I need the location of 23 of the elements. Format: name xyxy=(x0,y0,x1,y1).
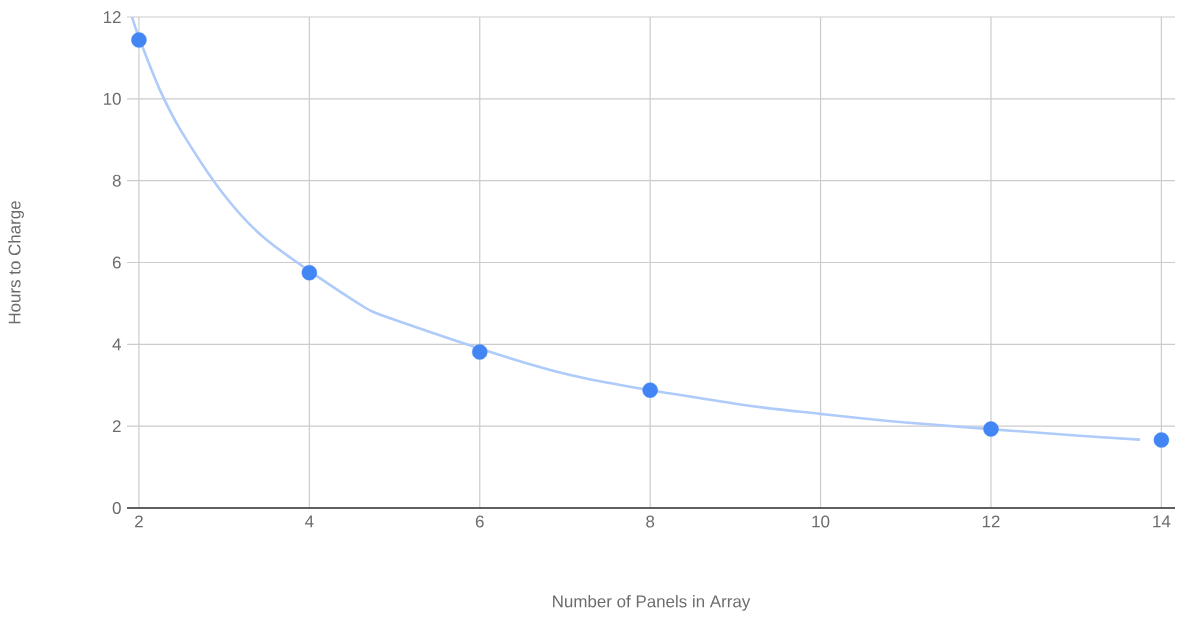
y-tick-label: 6 xyxy=(112,256,121,269)
x-tick-label: 8 xyxy=(646,515,655,528)
x-axis-title: Number of Panels in Array xyxy=(553,595,751,611)
y-tick-label: 2 xyxy=(112,420,121,433)
x-tick-label: 6 xyxy=(475,515,484,528)
x-tick-label: 10 xyxy=(812,515,830,528)
y-tick-label: 0 xyxy=(112,502,121,514)
point xyxy=(983,421,999,437)
point xyxy=(1153,432,1170,448)
x-tick-label: 12 xyxy=(982,515,1000,528)
x-tick-label: 2 xyxy=(135,515,143,528)
point xyxy=(472,344,488,360)
y-axis-title: Hours to Charge xyxy=(8,201,24,324)
x-tick-label: 4 xyxy=(305,515,314,528)
y-tick-label: 10 xyxy=(103,92,121,105)
x-tick-label: 14 xyxy=(1153,515,1171,528)
point xyxy=(642,382,658,398)
point xyxy=(301,265,318,281)
y-tick-label: 4 xyxy=(112,338,121,351)
line-series xyxy=(130,15,1142,441)
y-tick-label: 8 xyxy=(112,174,121,187)
point xyxy=(131,32,147,48)
y-tick-label: 12 xyxy=(103,11,121,23)
